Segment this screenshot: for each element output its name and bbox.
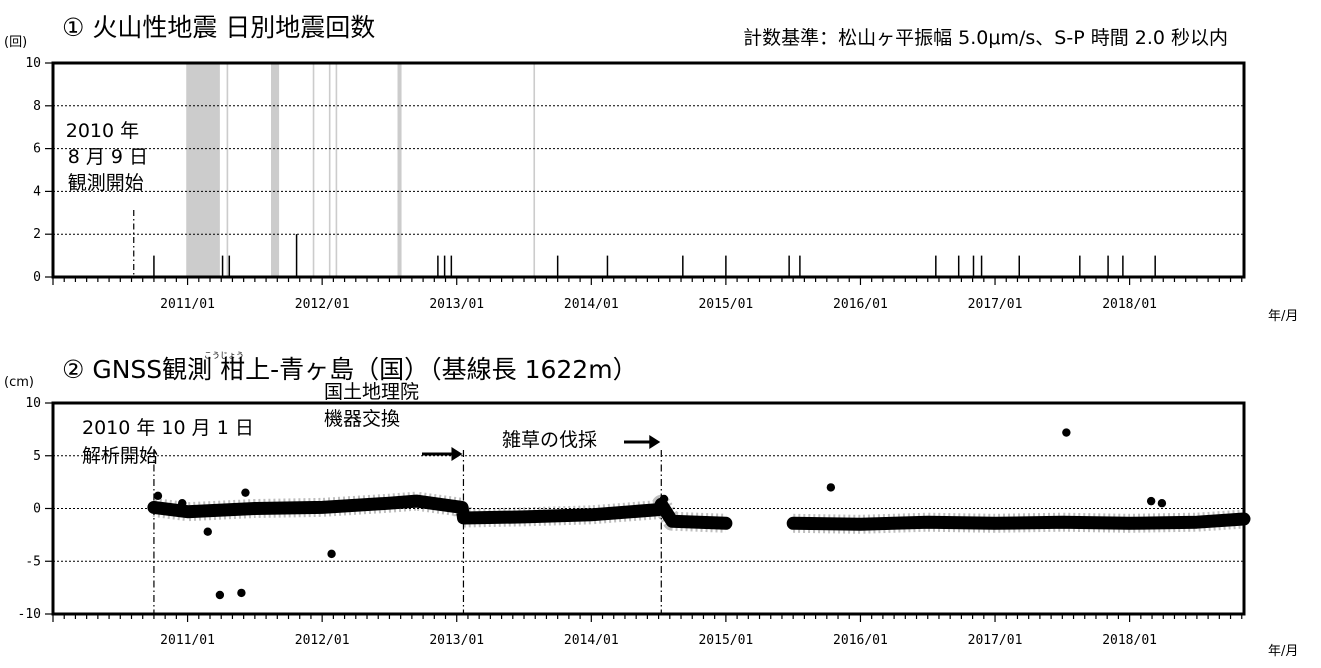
panel2-x-tick-label-2: 2013/01 — [429, 633, 484, 648]
panel2-x-tick-label-1: 2012/01 — [295, 633, 350, 648]
panel2-point-3 — [215, 590, 225, 600]
panel1-start-annotation-line-0: 2010 年 — [66, 120, 139, 142]
panel2-point-10 — [1146, 496, 1156, 506]
panel1-bars — [153, 234, 1156, 277]
panel2-equipment-annotation-line-1: 機器交換 — [324, 408, 400, 430]
panel1-x-unit: 年/月 — [1268, 309, 1298, 324]
panel2-title: ② GNSS観測 柑上-青ヶ島（国）（基線長 1622m） — [62, 355, 638, 384]
panel2-weeding-annotation-line-0: 雑草の伐採 — [502, 429, 597, 451]
panel2-x-tick-label-6: 2017/01 — [968, 633, 1023, 648]
panel2-x-tick-label-7: 2018/01 — [1102, 633, 1157, 648]
panel2-weeding-arrow-head — [649, 435, 661, 449]
panel1-x-tick-label-4: 2015/01 — [698, 297, 753, 312]
panel2-y-unit: (cm) — [4, 375, 34, 390]
panel1-x-tick-label-6: 2017/01 — [968, 297, 1023, 312]
panel2-gridlines — [53, 455, 1244, 562]
panel1-start-annotation-line-2: 観測開始 — [68, 172, 144, 194]
panel2-start-annotation-line-1: 解析開始 — [82, 445, 158, 467]
panel2-outlier-points — [153, 428, 1167, 600]
panel1-y-tick-label-5: 10 — [25, 56, 41, 71]
panel2-point-4 — [237, 588, 246, 598]
panel2-plot-frame — [51, 401, 1246, 616]
panel1-missing-data-spans — [186, 63, 536, 277]
panel2-point-8 — [826, 483, 836, 492]
gnss-baseline-panel: ② GNSS観測 柑上-青ヶ島（国）（基線長 1622m） こうじょう (cm)… — [4, 351, 1298, 659]
panel1-y-tick-label-4: 8 — [33, 99, 41, 114]
panel2-series-band — [147, 494, 1251, 531]
panel1-plot-frame — [51, 61, 1246, 279]
panel1-y-tick-label-2: 4 — [33, 184, 41, 199]
panel1-gap-span-2 — [271, 63, 280, 277]
panel1-start-annotation-line-1: 8 月 9 日 — [68, 146, 148, 168]
panel1-gap-span-3 — [312, 63, 315, 277]
panel1-gap-span-1 — [226, 63, 229, 277]
panel1-x-tick-label-3: 2014/01 — [564, 297, 619, 312]
panel2-x-tick-label-0: 2011/01 — [160, 633, 215, 648]
panel1-subtitle: 計数基準：松山ヶ平振幅 5.0μm/s、S-P 時間 2.0 秒以内 — [743, 27, 1228, 49]
panel1-gap-span-5 — [335, 63, 338, 277]
panel2-y-tick-label-1: -5 — [25, 554, 41, 569]
panel1-x-tick-label-7: 2018/01 — [1102, 297, 1157, 312]
panel2-equipment-arrow-head — [451, 447, 463, 461]
panel2-x-unit: 年/月 — [1268, 644, 1298, 659]
panel2-point-11 — [1157, 499, 1167, 508]
panel2-point-0 — [153, 491, 163, 501]
panel1-gap-span-6 — [397, 63, 402, 277]
panel2-y-tick-label-0: -10 — [18, 607, 41, 622]
panel1-y-tick-label-3: 6 — [33, 142, 41, 157]
panel1-gap-span-7 — [533, 63, 536, 277]
panel2-data-cloud — [147, 491, 1251, 534]
panel1-x-tick-label-0: 2011/01 — [160, 297, 215, 312]
panel2-start-annotation-line-0: 2010 年 10 月 1 日 — [82, 417, 254, 439]
panel2-x-tick-label-5: 2016/01 — [833, 633, 888, 648]
panel2-series-scatter-edge — [152, 491, 1245, 534]
panel2-point-2 — [203, 527, 212, 536]
panel1-y-unit: (回) — [4, 35, 27, 50]
panel1-x-tick-label-5: 2016/01 — [833, 297, 888, 312]
panel2-title-ruby: こうじょう — [204, 351, 244, 360]
panel1-y-tick-label-1: 2 — [33, 227, 41, 242]
panel2-y-tick-label-2: 0 — [33, 502, 41, 517]
panel1-x-tick-label-1: 2012/01 — [295, 297, 350, 312]
earthquake-count-panel: ① 火山性地震 日別地震回数 計数基準：松山ヶ平振幅 5.0μm/s、S-P 時… — [4, 13, 1298, 324]
panel2-equipment-annotation-line-0: 国土地理院 — [324, 381, 419, 403]
panel1-y-tick-label-0: 0 — [33, 270, 41, 285]
panel2-y-tick-label-4: 10 — [25, 396, 41, 411]
panel1-title: ① 火山性地震 日別地震回数 — [62, 13, 375, 42]
panel2-event-lines — [153, 450, 662, 614]
panel2-x-tick-label-4: 2015/01 — [698, 633, 753, 648]
panel2-y-tick-label-3: 5 — [33, 449, 41, 464]
panel1-ticks: 0 2 4 6 8 10 2011/01 2012/01 2013/01 2014/01 2015/… — [25, 56, 1243, 312]
panel2-point-7 — [659, 494, 669, 504]
panel2-point-5 — [241, 488, 250, 497]
panel1-gap-span-0 — [186, 63, 220, 277]
panel2-point-9 — [1062, 428, 1071, 437]
panel1-gridlines — [53, 105, 1244, 235]
panel2-x-tick-label-3: 2014/01 — [564, 633, 619, 648]
panel2-point-6 — [327, 549, 336, 559]
panel1-gap-span-4 — [328, 63, 331, 277]
panel1-x-tick-label-2: 2013/01 — [429, 297, 484, 312]
panel2-point-1 — [177, 499, 187, 508]
